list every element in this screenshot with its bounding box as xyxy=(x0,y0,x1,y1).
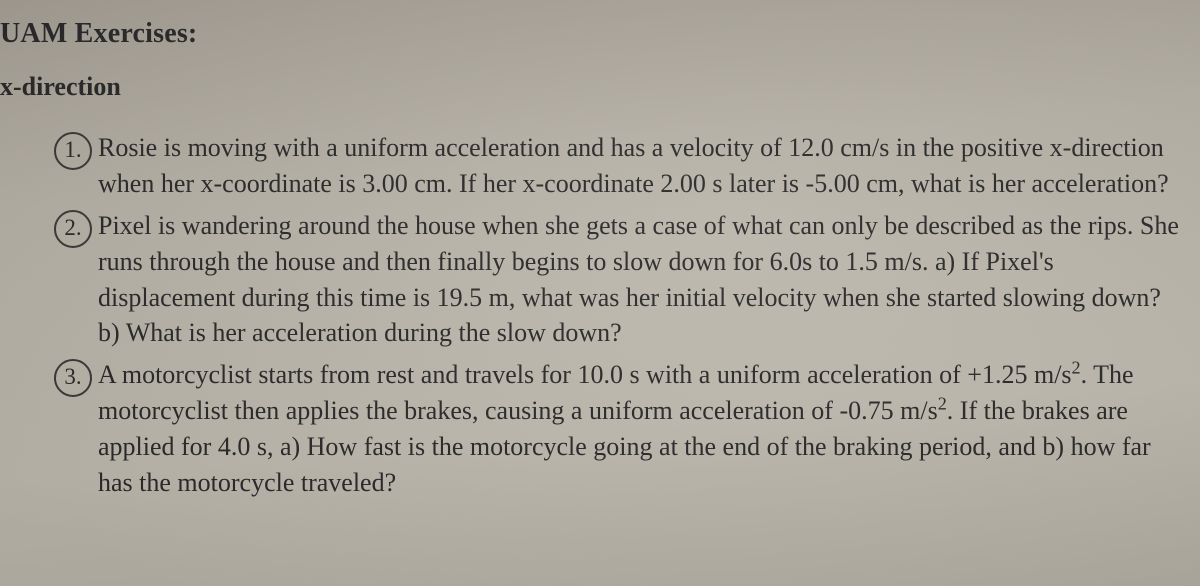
problem-text: Rosie is moving with a uniform accelerat… xyxy=(98,133,1169,198)
problem-number: 1. xyxy=(64,134,81,166)
problem-number: 2. xyxy=(64,212,81,244)
problem-2: 2. Pixel is wandering around the house w… xyxy=(58,208,1180,352)
problem-number-circle: 2. xyxy=(54,210,92,248)
problem-text: A motorcyclist starts from rest and trav… xyxy=(98,360,1151,497)
section-subtitle: x-direction xyxy=(0,72,1180,102)
problem-number-circle: 1. xyxy=(54,132,92,170)
problem-3: 3. A motorcyclist starts from rest and t… xyxy=(58,357,1180,501)
superscript: 2 xyxy=(1072,358,1081,378)
problem-1: 1. Rosie is moving with a uniform accele… xyxy=(58,130,1180,202)
problem-list: 1. Rosie is moving with a uniform accele… xyxy=(0,130,1180,501)
problem-text-pre: A motorcyclist starts from rest and trav… xyxy=(98,360,1072,389)
problem-number: 3. xyxy=(64,361,81,393)
superscript: 2 xyxy=(938,393,947,413)
problem-text: Pixel is wandering around the house when… xyxy=(98,211,1179,348)
problem-number-circle: 3. xyxy=(54,359,92,397)
page-title: UAM Exercises: xyxy=(0,18,1180,50)
